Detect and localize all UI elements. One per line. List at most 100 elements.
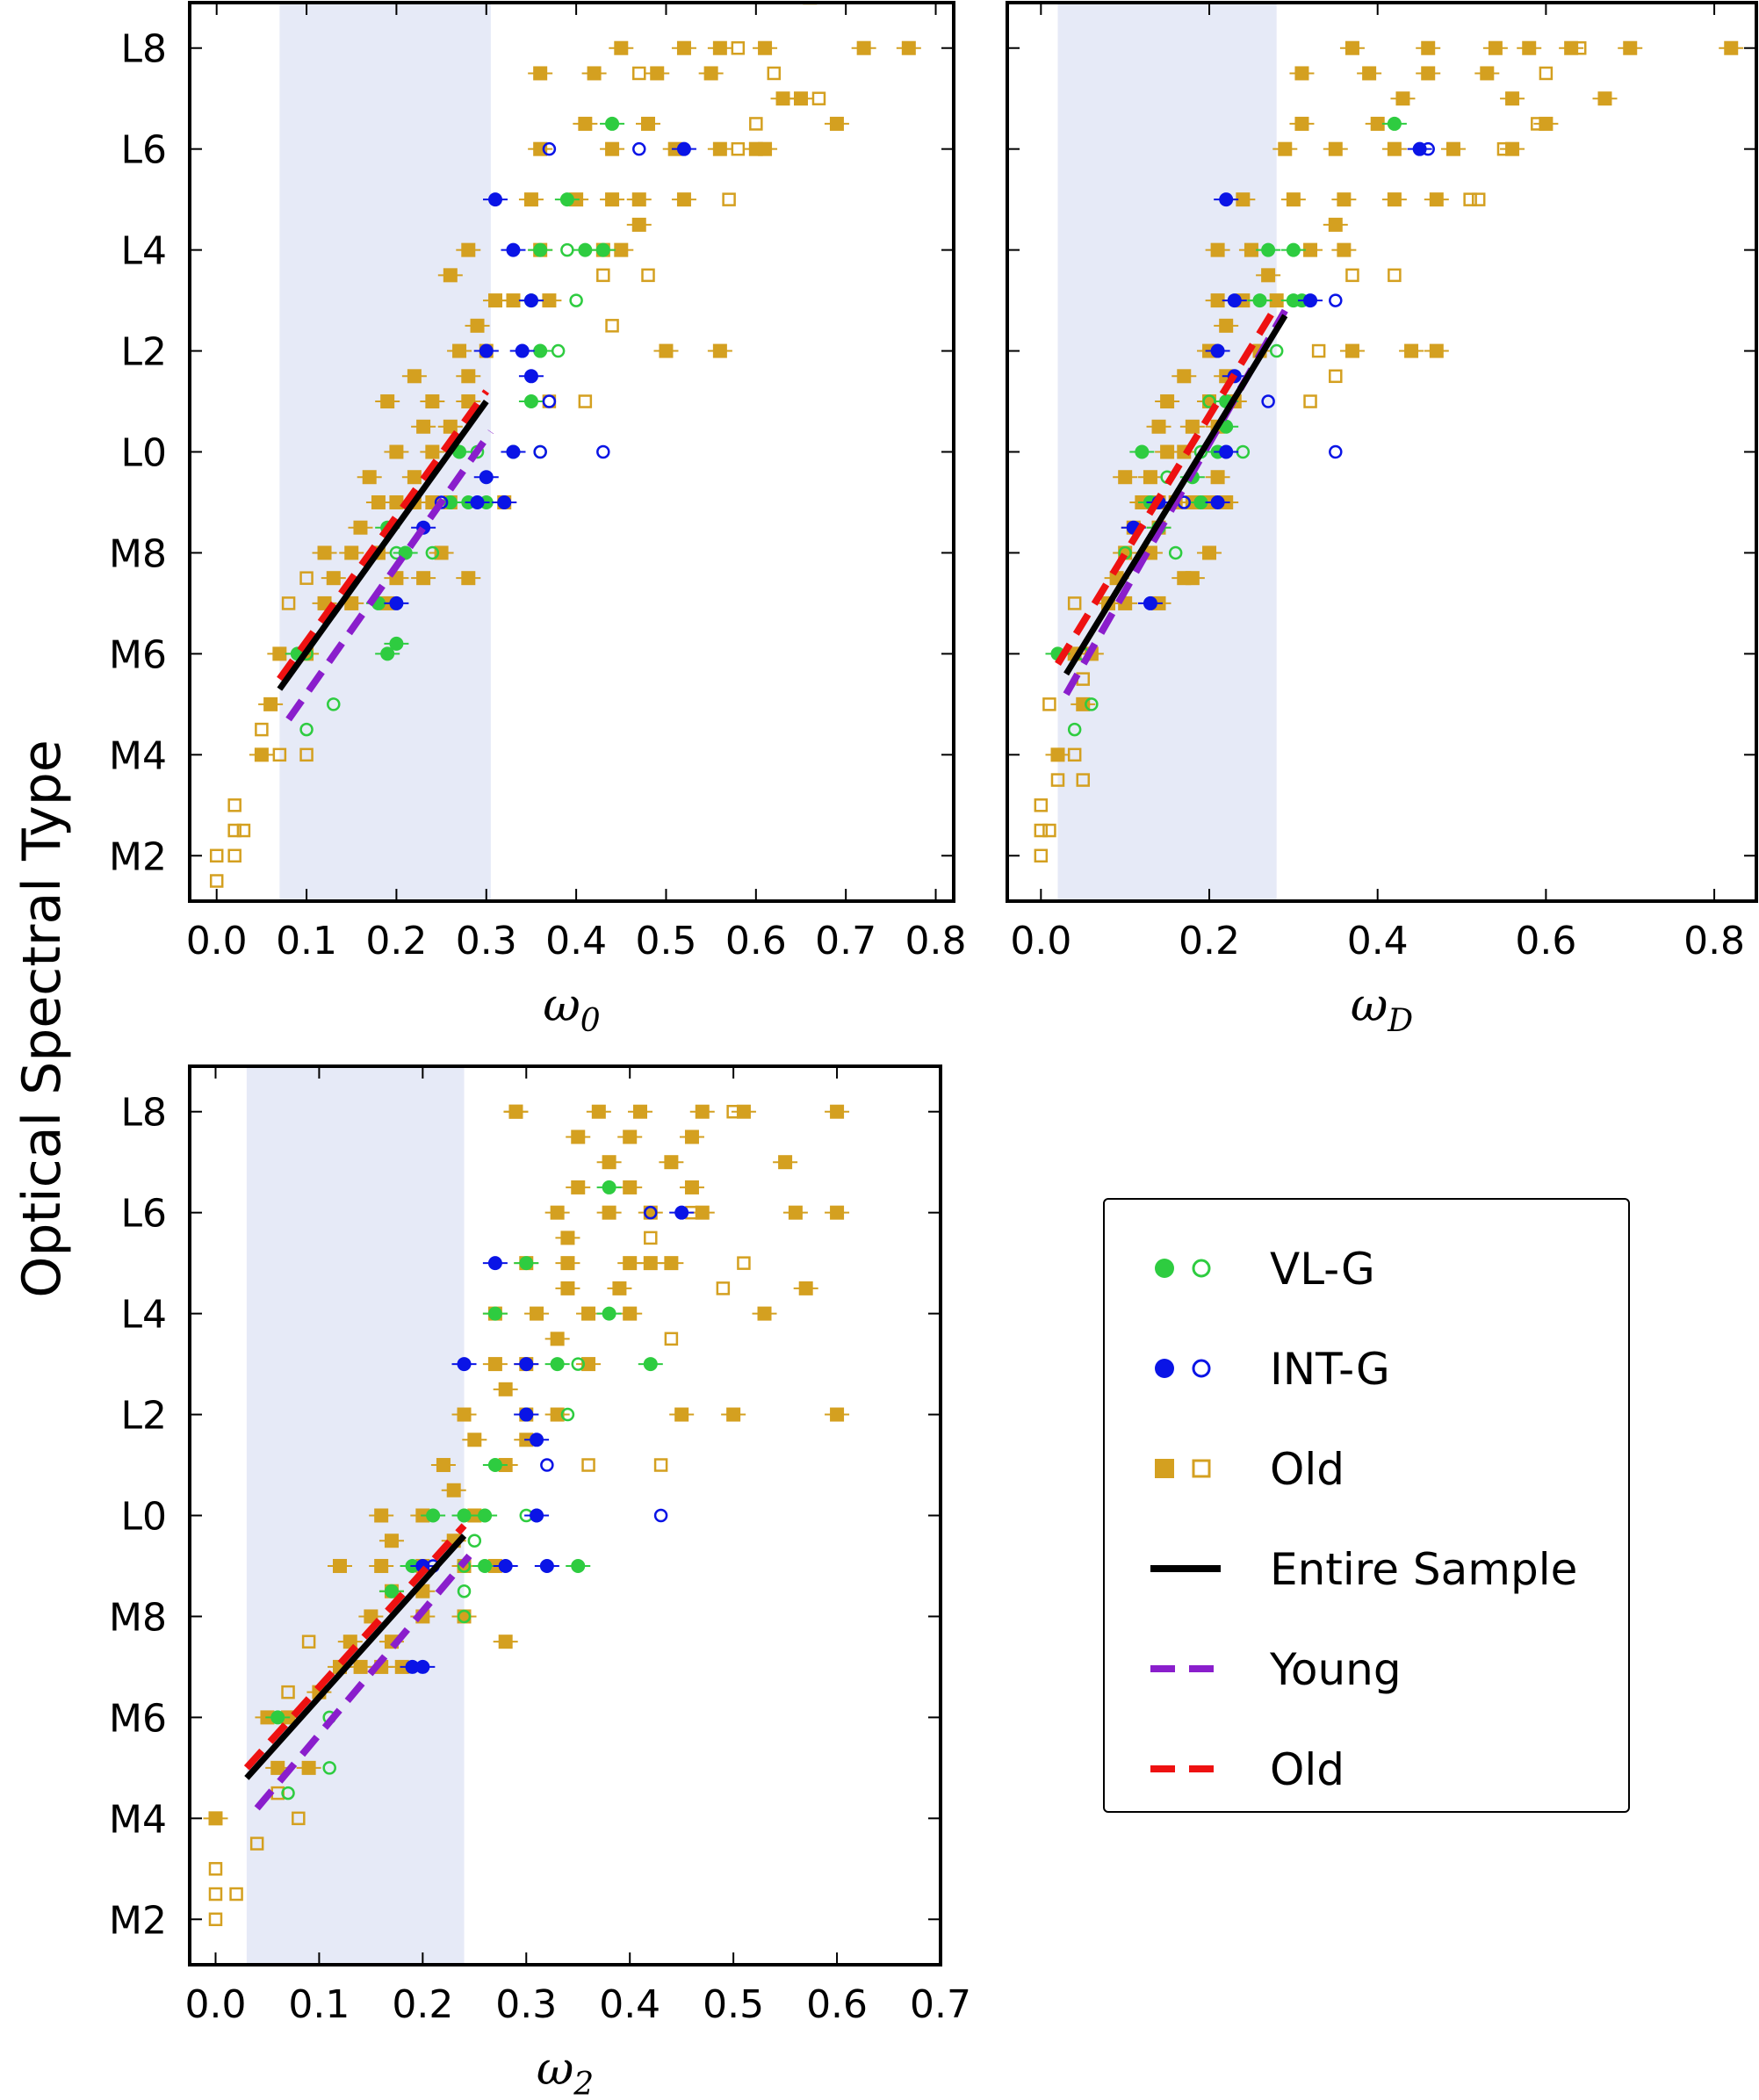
old-point [829,116,844,131]
vlg-open-point [467,1534,482,1548]
fit-old-line [277,389,490,682]
old-open-point [209,874,224,888]
old-point [641,116,655,131]
old-point [676,192,691,207]
old-point [1505,91,1520,106]
y-tick-label: M4 [109,1797,167,1842]
old-point [1185,419,1200,434]
old-point [254,747,269,762]
old-point [533,66,548,81]
x-tick-label: 0.4 [599,1982,660,2027]
old-open-point [1471,192,1486,206]
old-open-point [578,394,593,408]
vlg-point [487,1306,502,1321]
x-tick-label: 0.0 [186,919,248,963]
x-axis-label-symbol: ω [537,2043,573,2096]
old-point [461,571,476,586]
old-point [452,343,467,358]
old-point [602,1155,616,1170]
old-open-point [737,1256,751,1270]
old-point [364,1609,378,1624]
intg-open-point [596,444,610,459]
old-point [1404,343,1419,358]
old-point [581,1306,596,1321]
intg-point [1210,343,1225,358]
vlg-point [643,1357,658,1372]
old-point [726,1407,741,1422]
x-tick-label: 0.5 [635,919,696,963]
old-open-point [1034,798,1049,812]
old-point [623,1180,638,1194]
old-point [602,1205,616,1220]
intg-open-point [653,1508,668,1523]
old-open-point [292,1811,306,1826]
old-open-point [227,823,242,838]
intg-point [1143,595,1157,610]
legend-item-entire-sample: Entire Sample [1105,1542,1628,1595]
vlg-point [523,394,538,409]
old-point [443,419,458,434]
vlg-point [571,1558,586,1573]
intg-open-point [1329,444,1343,459]
vlg-open-point [299,722,314,737]
vlg-point [605,116,620,131]
old-point [757,1306,772,1321]
old-open-point [255,722,269,737]
old-point [712,343,727,358]
old-point [1210,242,1225,257]
old-point [301,1760,316,1775]
intg-point [457,1357,472,1372]
old-point [208,1811,223,1826]
y-tick-label: L2 [120,1394,167,1439]
old-open-point [208,1887,223,1902]
old-point [550,1407,565,1422]
old-point [436,1458,451,1473]
old-open-point [664,1331,679,1346]
old-open-point [1042,823,1056,838]
old-open-point [1388,268,1402,283]
old-open-point [722,192,736,206]
intg-point [488,192,502,207]
x-axis-label-symbol: ω [543,979,580,1032]
old-point [425,444,440,459]
x-tick-label: 0.1 [276,919,337,963]
x-tick-label: 0.6 [725,919,787,963]
old-point [1429,343,1444,358]
old-point [457,1407,472,1422]
intg-point [1219,192,1234,207]
old-point [695,1205,710,1220]
old-point [830,1104,845,1119]
plot-panel-w0: 0.0 0.1 0.2 0.3 0.4 0.5 0.6 0.7 0.8 M2 M4 M6 M8 L0 L2 L… [109,1,967,1039]
x-tick-label: 0.0 [184,1982,246,2027]
old-point [467,1432,482,1447]
vlg-point [559,192,574,207]
old-point [506,293,521,308]
x-axis-label-subscript: 2 [573,2067,594,2096]
y-tick-label: L4 [120,229,167,274]
old-point [344,545,359,560]
old-open-point [1050,773,1065,787]
x-axis-label: ωD [1351,979,1413,1039]
old-point [1177,571,1192,586]
intg-open-point [540,1458,554,1472]
old-point [416,571,431,586]
vlg-point [533,343,548,358]
old-marker-icon [1155,1459,1211,1478]
y-tick-label: M8 [109,1595,167,1640]
vlg-point [478,1558,493,1573]
old-point [1151,419,1166,434]
old-point [674,1407,689,1422]
old-point [1303,242,1318,257]
old-point [1488,40,1503,55]
plot-panel-wD: 0.0 0.2 0.4 0.6 0.8 ωD [1006,1,1758,1039]
vlg-point [519,1256,534,1271]
old-point [1337,242,1352,257]
y-axis-label: Optical Spectral Type [11,740,73,1298]
y-tick-label: M6 [109,1696,167,1741]
vlg-point [602,1180,616,1194]
old-point [560,1281,575,1295]
legend-label-old-markers: Old [1270,1444,1344,1495]
old-point [614,40,629,55]
old-point [384,1534,399,1548]
